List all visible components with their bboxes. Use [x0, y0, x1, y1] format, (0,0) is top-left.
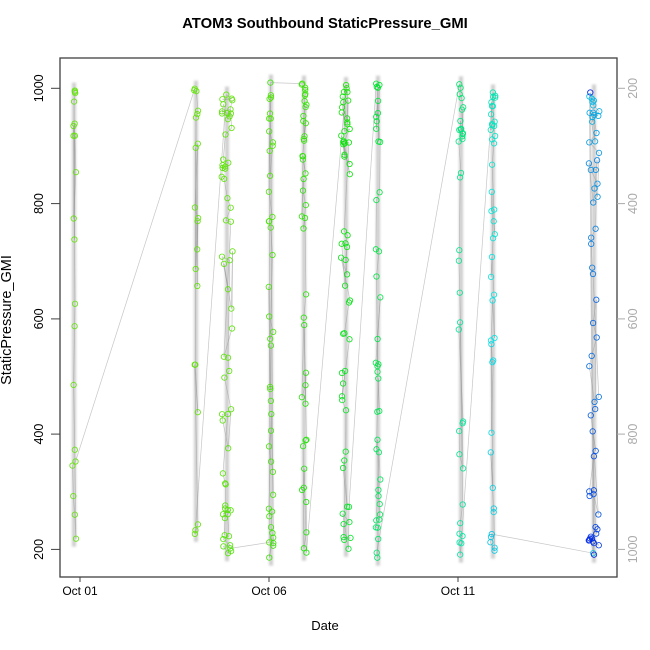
svg-text:Oct 06: Oct 06 [251, 584, 287, 598]
svg-text:200: 200 [32, 539, 46, 560]
svg-text:200: 200 [626, 78, 640, 99]
svg-text:400: 400 [626, 193, 640, 214]
svg-text:600: 600 [626, 308, 640, 329]
svg-text:600: 600 [32, 308, 46, 329]
svg-text:1000: 1000 [626, 535, 640, 563]
svg-text:Oct 11: Oct 11 [441, 584, 476, 598]
svg-text:800: 800 [626, 424, 640, 445]
svg-text:400: 400 [32, 424, 46, 445]
svg-text:800: 800 [32, 193, 46, 214]
svg-text:Oct 01: Oct 01 [62, 584, 98, 598]
svg-text:1000: 1000 [32, 74, 46, 102]
